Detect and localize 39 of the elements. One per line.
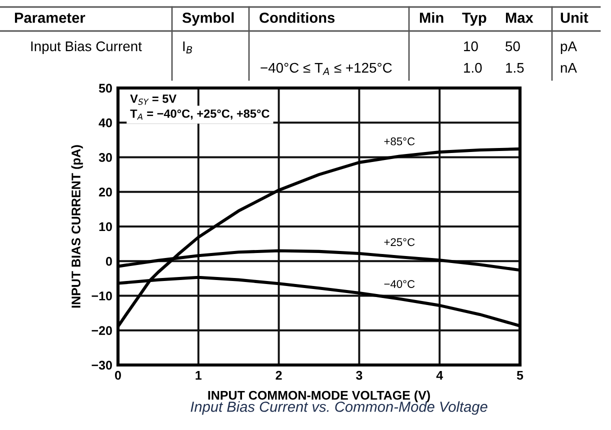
text: Max	[506, 12, 534, 23]
y-tick-label: 40	[98, 118, 112, 128]
series-label: −40°C	[384, 280, 415, 288]
y-tick-label: 0	[106, 256, 112, 266]
y-tick-label: −10	[92, 292, 112, 300]
text: 1.0	[464, 62, 482, 73]
y-tick-label: −20	[92, 326, 112, 336]
text: 10	[464, 41, 478, 52]
series-label: +25°C	[384, 238, 415, 246]
text: 50	[506, 41, 520, 52]
text: −40°C ≤ T$_{A}$ ≤ +125°C	[260, 62, 392, 75]
y-tick-label: 10	[99, 222, 112, 232]
text: Unit	[560, 12, 588, 23]
text: I$_{B}$	[183, 42, 192, 54]
x-tick-label: 2	[276, 370, 282, 380]
text: Symbol	[182, 12, 234, 26]
text: pA	[560, 42, 577, 54]
x-tick-label: 3	[356, 370, 362, 380]
text: Typ	[462, 12, 486, 26]
y-tick-label: 20	[98, 188, 112, 197]
text: Input Bias Current	[31, 41, 142, 54]
y-tick-label: 30	[98, 153, 112, 162]
x-tick-label: 0	[115, 370, 121, 380]
text: 1.5	[506, 63, 524, 73]
x-axis-title: INPUT COMMON-MODE VOLTAGE (V)	[208, 390, 430, 402]
x-tick-label: 5	[516, 371, 524, 380]
text: nA	[560, 63, 577, 73]
text: Min	[420, 12, 444, 23]
x-tick-label: 4	[436, 371, 444, 380]
y-tick-label: 50	[98, 84, 112, 93]
text: Conditions	[260, 12, 335, 23]
y-axis-title: INPUT BIAS CURRENT (pA)	[71, 145, 83, 308]
annotation: T$_{A}$ = −40°C, +25°C, +85°C	[130, 109, 270, 120]
text: Parameter	[14, 12, 86, 23]
y-tick-label: −30	[92, 360, 112, 370]
annotation: V$_{SY}$ = 5V	[130, 94, 176, 105]
text: Input Bias Current vs. Common-Mode Voltage	[190, 401, 488, 415]
series-label: +85°C	[384, 137, 415, 146]
x-tick-label: 1	[196, 371, 202, 380]
